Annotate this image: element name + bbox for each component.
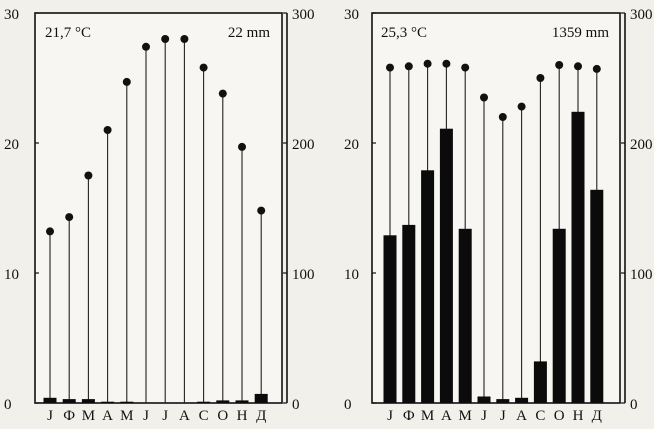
bar-4 — [439, 128, 453, 403]
dot-12 — [592, 64, 601, 73]
dot-12 — [257, 206, 266, 215]
bar-6 — [477, 396, 491, 403]
dot-7 — [161, 35, 170, 43]
dot-11 — [238, 142, 246, 151]
x-tick-label: J — [500, 408, 506, 424]
dot-10 — [555, 61, 564, 69]
bar-8 — [515, 397, 529, 403]
left-axis-tick-label: 0 — [4, 397, 12, 413]
dot-4 — [442, 59, 451, 68]
x-tick-label: Д — [256, 408, 266, 424]
dot-6 — [480, 93, 488, 102]
dot-4 — [103, 126, 112, 134]
dot-2 — [404, 62, 413, 71]
annual-precipitation-label: 1359 mm — [552, 25, 609, 41]
dot-7 — [498, 113, 507, 121]
bar-1 — [383, 235, 397, 403]
dot-6 — [142, 42, 150, 51]
left-axis-tick-label: 30 — [4, 7, 19, 23]
bar-9 — [197, 401, 211, 403]
right-axis-tick-label: 0 — [292, 397, 300, 413]
bar-3 — [421, 170, 435, 403]
x-tick-label: C — [199, 408, 209, 424]
bar-4 — [101, 401, 115, 403]
x-tick-label: A — [102, 408, 113, 424]
left-axis-tick-label: 20 — [4, 137, 19, 153]
bar-3 — [81, 399, 95, 403]
annual-precipitation-label: 22 mm — [228, 25, 270, 41]
x-tick-label: A — [516, 408, 527, 424]
bar-11 — [571, 111, 585, 404]
right-axis-tick-label: 200 — [630, 137, 653, 153]
x-tick-label: Ф — [63, 408, 75, 424]
dot-3 — [423, 59, 432, 68]
mean-temperature-label: 21,7 °C — [45, 25, 91, 41]
x-tick-label: Н — [237, 408, 248, 424]
left-axis-tick-label: 20 — [344, 137, 359, 153]
right-axis-tick-label: 0 — [630, 397, 638, 413]
left-axis-tick-label: 10 — [4, 267, 19, 283]
right-axis-tick-label: 300 — [630, 7, 653, 23]
mean-temperature-label: 25,3 °C — [381, 25, 427, 41]
dot-10 — [218, 89, 227, 98]
bar-12 — [590, 189, 604, 403]
bar-9 — [533, 361, 547, 403]
dot-8 — [180, 35, 189, 43]
bar-10 — [216, 400, 230, 403]
x-tick-label: J — [47, 408, 53, 424]
x-tick-label: M — [421, 408, 434, 424]
bar-2 — [402, 224, 416, 403]
x-tick-label: O — [217, 408, 228, 424]
bar-1 — [43, 397, 57, 403]
x-tick-label: J — [143, 408, 149, 424]
bar-5 — [120, 401, 134, 403]
dot-9 — [199, 63, 208, 72]
x-tick-label: M — [82, 408, 95, 424]
right-axis-tick-label: 300 — [292, 7, 315, 23]
dot-2 — [65, 213, 74, 222]
x-tick-label: A — [179, 408, 190, 424]
bar-10 — [552, 228, 566, 403]
right-axis-tick-label: 100 — [292, 267, 315, 283]
x-tick-label: J — [481, 408, 487, 424]
bar-11 — [235, 400, 249, 403]
x-tick-label: Ф — [403, 408, 415, 424]
plot-frame — [34, 12, 283, 404]
x-tick-label: A — [441, 408, 452, 424]
x-tick-label: J — [387, 408, 393, 424]
bar-2 — [62, 399, 76, 403]
bar-12 — [254, 393, 268, 403]
x-tick-label: M — [120, 408, 133, 424]
right-axis-tick-label: 100 — [630, 267, 653, 283]
x-tick-label: J — [162, 408, 168, 424]
left-axis-tick-label: 10 — [344, 267, 359, 283]
x-tick-label: Д — [592, 408, 602, 424]
dot-3 — [84, 171, 93, 180]
x-tick-label: O — [554, 408, 565, 424]
dot-5 — [122, 77, 131, 86]
bar-7 — [496, 399, 510, 403]
dot-1 — [46, 227, 54, 236]
x-tick-label: Н — [573, 408, 584, 424]
dot-11 — [574, 62, 582, 71]
right-axis-tick-label: 200 — [292, 137, 315, 153]
left-axis-tick-label: 0 — [344, 397, 352, 413]
dot-8 — [517, 102, 526, 111]
bar-5 — [458, 228, 472, 403]
x-tick-label: M — [459, 408, 472, 424]
dot-5 — [461, 63, 470, 72]
dot-9 — [536, 74, 545, 82]
left-axis-tick-label: 30 — [344, 7, 359, 23]
dot-1 — [386, 63, 394, 72]
x-tick-label: C — [535, 408, 545, 424]
